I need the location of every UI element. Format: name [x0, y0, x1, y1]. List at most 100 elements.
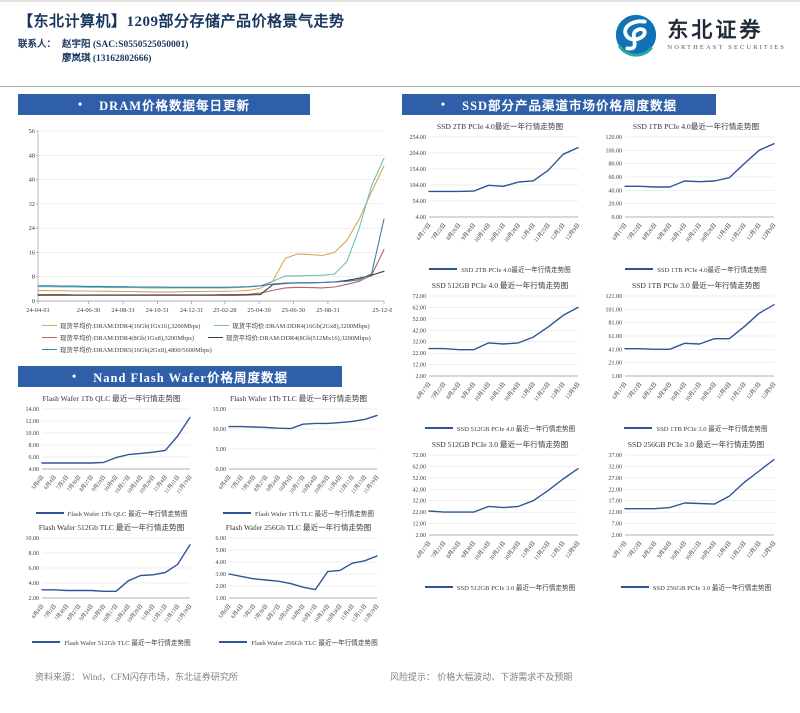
svg-text:24-10-31: 24-10-31	[146, 307, 169, 314]
chart-flash-wafer-1tb-qlc: Flash Wafer 1Tb QLC 最近一年行情走势图 4.00 6.00 8.…	[18, 393, 205, 518]
chart-legend: SSD 512GB PCIe 4.0 最近一年行情走势图	[424, 423, 575, 433]
legend-label: Flash Wafer 256Gb TLC 最近一年行情走势图	[251, 640, 378, 647]
svg-text:40.00: 40.00	[609, 188, 623, 194]
section-title-ssd: SSD部分产品渠道市场价格周度数据	[462, 99, 678, 113]
svg-text:22.00: 22.00	[413, 510, 427, 516]
svg-text:20.00: 20.00	[609, 202, 623, 208]
svg-text:121.00: 121.00	[606, 294, 623, 300]
svg-text:8.00: 8.00	[29, 551, 40, 557]
svg-text:7月22日: 7月22日	[430, 540, 448, 560]
logo-icon	[613, 12, 659, 58]
svg-text:10.00: 10.00	[213, 427, 227, 433]
line-chart: 2.004.006.008.0010.006月4日7月2日7月30日8月27日9…	[26, 536, 194, 624]
legend-line-swatch	[219, 641, 248, 643]
report-header: 【东北计算机】1209部分存储产品价格景气走势 联系人： 赵宇阳 (SAC:S0…	[18, 10, 345, 67]
svg-text:32.00: 32.00	[413, 499, 427, 505]
svg-text:25-04-30: 25-04-30	[247, 307, 270, 314]
chart-legend: SSD 2TB PCIe 4.0最近一年行情走势图	[429, 264, 571, 274]
svg-text:15.00: 15.00	[213, 407, 227, 413]
chart-title: SSD 512GB PCIe 4.0 最近一年行情走势图	[431, 281, 569, 290]
contact-analyst: 赵宇阳 (SAC:S0550525050001)	[62, 40, 189, 50]
svg-text:12月9日: 12月9日	[564, 540, 582, 560]
legend-label: SSD 1TB PCIe 3.0 最近一年行情走势图	[656, 426, 768, 433]
svg-text:8月26日: 8月26日	[445, 222, 463, 242]
svg-text:14.00: 14.00	[26, 407, 40, 413]
ssd-chart-grid: SSD 2TB PCIe 4.0最近一年行情走势图 4.00 54.00 104.0…	[402, 121, 794, 592]
svg-text:62.00: 62.00	[413, 305, 427, 311]
chart-ssd-1tb-pcie3: SSD 1TB PCIe 3.0 最近一年行情走势图 1.00 21.00 41.0…	[598, 280, 794, 433]
svg-text:72.00: 72.00	[413, 453, 427, 459]
legend-line-swatch	[624, 427, 653, 429]
svg-text:12月9日: 12月9日	[760, 222, 778, 242]
svg-text:6月17日: 6月17日	[611, 381, 629, 401]
svg-text:8月26日: 8月26日	[641, 222, 659, 242]
svg-text:17.00: 17.00	[609, 499, 623, 505]
svg-text:25-08-31: 25-08-31	[316, 307, 339, 314]
svg-text:7月22日: 7月22日	[626, 222, 644, 242]
legend-line-swatch	[42, 336, 57, 339]
chart-ssd-512gb-pcie3: SSD 512GB PCIe 3.0 最近一年行情走势图 2.00 12.00 22…	[402, 439, 598, 592]
svg-text:6.00: 6.00	[29, 566, 40, 572]
legend-line-swatch	[222, 512, 251, 514]
svg-text:21.00: 21.00	[609, 361, 623, 367]
svg-text:12月2日: 12月2日	[549, 381, 567, 401]
chart-title: Flash Wafer 512Gb TLC 最近一年行情走势图	[38, 523, 185, 532]
svg-text:8.00: 8.00	[29, 443, 40, 449]
svg-text:120.00: 120.00	[606, 135, 623, 141]
line-chart: 1.002.003.004.005.006.005月6日6月4日7月2日7月30…	[216, 536, 381, 624]
svg-text:32.00: 32.00	[609, 464, 623, 470]
svg-text:6月17日: 6月17日	[415, 540, 433, 560]
svg-text:7月22日: 7月22日	[430, 381, 448, 401]
chart-legend: SSD 1TB PCIe 3.0 最近一年行情走势图	[624, 423, 768, 433]
svg-text:52.00: 52.00	[413, 317, 427, 323]
svg-text:52.00: 52.00	[413, 476, 427, 482]
line-chart: 2.00 12.00 22.00 32.00 42.00 52.00 62.00 72.00 6…	[413, 453, 582, 562]
contact-block: 联系人： 赵宇阳 (SAC:S0550525050001) 廖岚琪 (13162…	[18, 38, 345, 67]
svg-text:8月26日: 8月26日	[445, 381, 463, 401]
svg-text:8月26日: 8月26日	[641, 381, 659, 401]
contact-names: 赵宇阳 (SAC:S0550525050001) 廖岚琪 (1316280266…	[62, 38, 188, 67]
svg-text:7.00: 7.00	[612, 522, 623, 528]
svg-text:0.00: 0.00	[612, 215, 623, 221]
chart-legend: Flash Wafer 1Tb QLC 最近一年行情走势图	[35, 508, 188, 518]
svg-text:56: 56	[29, 128, 35, 135]
line-chart: 2.00 7.00 12.00 17.00 22.00 27.00 32.00 37.00 6月…	[609, 453, 778, 562]
svg-text:204.00: 204.00	[410, 151, 427, 157]
svg-text:24-04-01: 24-04-01	[26, 307, 49, 314]
legend-label: Flash Wafer 1Tb QLC 最近一年行情走势图	[67, 511, 188, 518]
line-chart: 4.00 54.00 104.00 154.00 204.00 254.00 6月17日7月…	[410, 135, 582, 244]
chart-ssd-2tb-pcie4: SSD 2TB PCIe 4.0最近一年行情走势图 4.00 54.00 104.0…	[402, 121, 598, 274]
svg-text:7月22日: 7月22日	[430, 222, 448, 242]
svg-text:5.00: 5.00	[216, 548, 227, 554]
chart-flash-wafer-512gb-tlc: Flash Wafer 512Gb TLC 最近一年行情走势图 2.00 4.00…	[18, 522, 205, 647]
legend-label: SSD 256GB PCIe 3.0 最近一年行情走势图	[652, 585, 772, 592]
risk-note: 风险提示： 价格大幅波动、下游需求不及预期	[390, 672, 573, 682]
legend-item: 现货平均价:DRAM:DDR4(16Gb(2Gx8),3200Mbps)	[214, 321, 370, 330]
legend-label: Flash Wafer 1Tb TLC 最近一年行情走势图	[254, 511, 374, 518]
svg-text:6.00: 6.00	[216, 536, 227, 542]
svg-text:0: 0	[32, 298, 35, 305]
dram-legend: 现货平均价:DRAM:DDR4(16Gb(1Gx16),3200Mbps) 现货平…	[18, 321, 392, 354]
svg-text:4.00: 4.00	[216, 560, 227, 566]
logo-text: 东北证券 NORTHEAST SECURITIES	[667, 18, 786, 52]
svg-text:24-08-31: 24-08-31	[111, 307, 134, 314]
svg-text:12.00: 12.00	[413, 363, 427, 369]
legend-label: 现货平均价:DRAM:DDR5(16Gb(2Gx8),4800/5600Mbps…	[60, 347, 212, 354]
legend-label: SSD 512GB PCIe 3.0 最近一年行情走势图	[456, 585, 576, 592]
svg-text:6月17日: 6月17日	[611, 222, 629, 242]
svg-text:80.00: 80.00	[609, 162, 623, 168]
svg-text:22.00: 22.00	[609, 487, 623, 493]
legend-label: 现货平均价:DRAM:DDR4(8Gb(1Gx8),3200Mbps)	[60, 335, 195, 342]
svg-text:154.00: 154.00	[410, 167, 427, 173]
svg-text:12月9日: 12月9日	[564, 222, 582, 242]
legend-line-swatch	[42, 348, 57, 351]
left-column: • DRAM价格数据每日更新 0 8 16 24 32 40 48 56 24-04-01 24-…	[18, 94, 392, 647]
svg-text:2.00: 2.00	[416, 374, 427, 380]
line-chart: 4.006.008.0010.0012.0014.005月6日6月4日7月2日7…	[26, 407, 194, 495]
chart-legend: Flash Wafer 1Tb TLC 最近一年行情走势图	[222, 508, 374, 518]
page-title: 【东北计算机】1209部分存储产品价格景气走势	[18, 14, 345, 30]
svg-text:12月2日: 12月2日	[549, 222, 567, 242]
logo-name-en: NORTHEAST SECURITIES	[667, 44, 786, 52]
svg-text:62.00: 62.00	[413, 464, 427, 470]
